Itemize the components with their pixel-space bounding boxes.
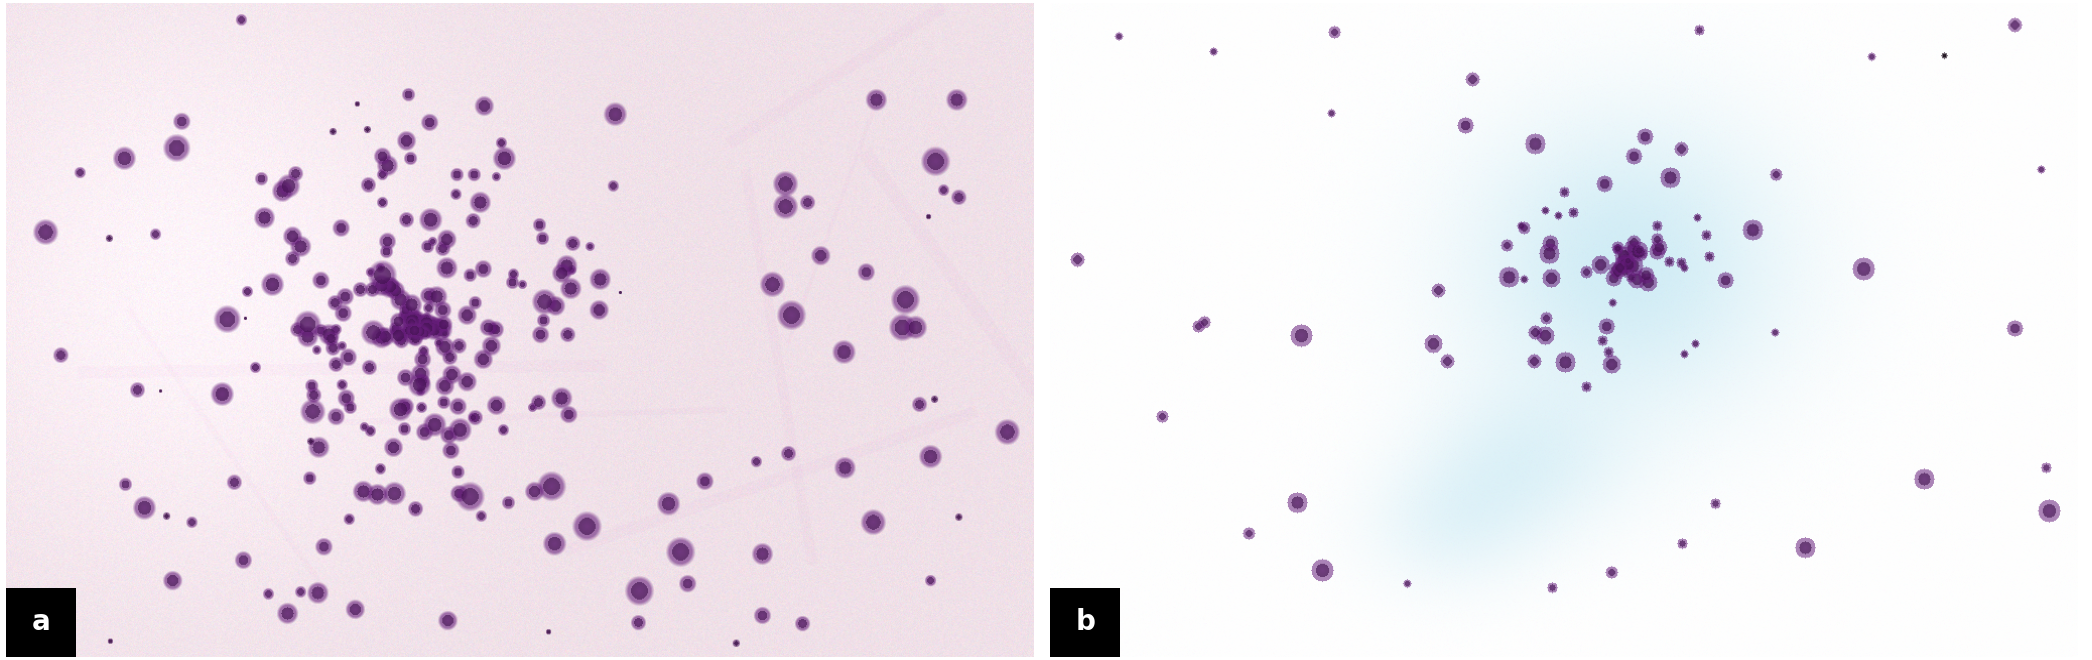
Text: b: b <box>1075 609 1094 636</box>
Bar <box>1050 588 1119 657</box>
Bar <box>6 588 75 657</box>
Text: a: a <box>31 609 50 636</box>
